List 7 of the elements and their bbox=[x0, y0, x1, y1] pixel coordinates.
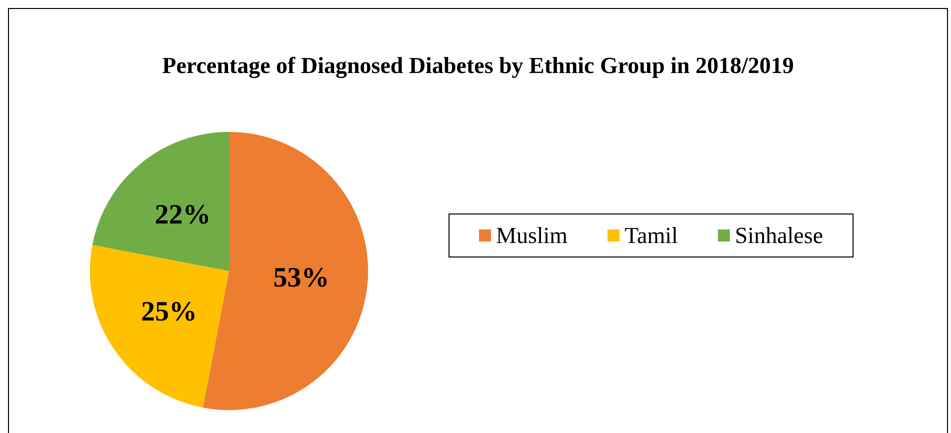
chart-title: Percentage of Diagnosed Diabetes by Ethnic Group in 2018/2019 bbox=[162, 53, 794, 79]
legend-label: Sinhalese bbox=[734, 223, 824, 248]
legend-label: Muslim bbox=[496, 223, 568, 248]
legend-label: Tamil bbox=[624, 223, 678, 248]
data-label: 25% bbox=[140, 296, 197, 328]
data-label: 53% bbox=[273, 262, 330, 294]
data-label: 22% bbox=[154, 200, 211, 231]
